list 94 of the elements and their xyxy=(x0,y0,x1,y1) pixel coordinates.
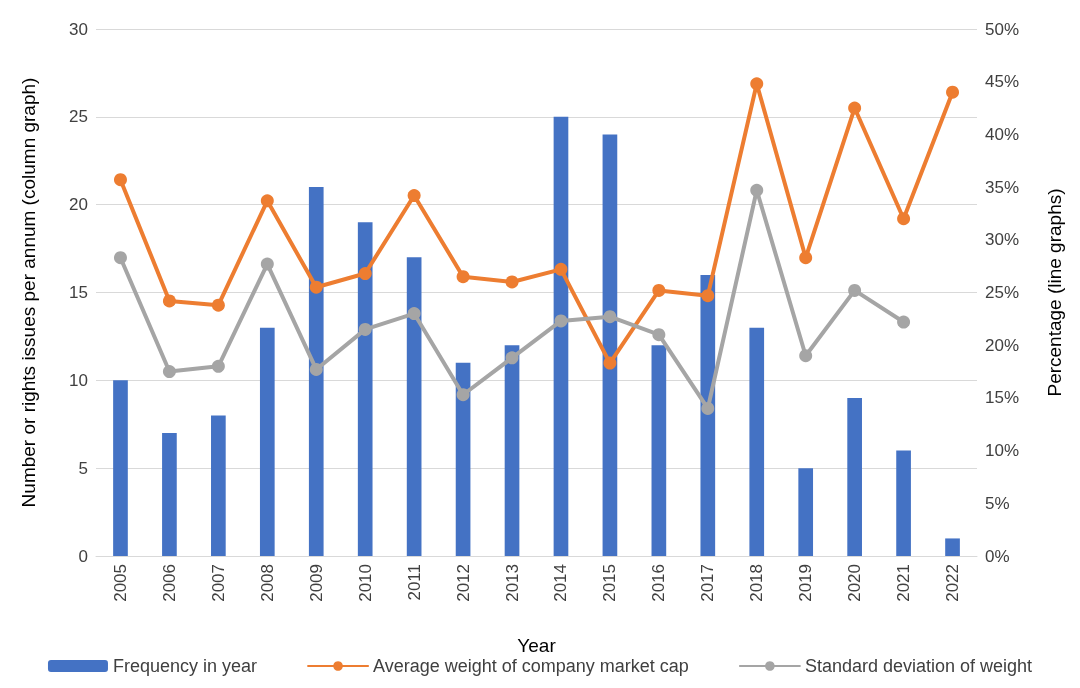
point xyxy=(799,251,813,265)
bar xyxy=(162,433,177,556)
x-tick-label: 2007 xyxy=(208,564,228,602)
y-tick-label: 10 xyxy=(69,370,88,390)
point xyxy=(211,359,225,373)
y2-axis-title: Percentage (line graphs) xyxy=(1044,188,1065,397)
y2-tick-label: 20% xyxy=(985,335,1020,355)
point xyxy=(456,388,470,402)
x-tick-label: 2011 xyxy=(404,564,424,601)
y2-tick-label: 10% xyxy=(985,441,1020,461)
y2-tick-label: 40% xyxy=(985,124,1020,144)
bar xyxy=(308,187,324,556)
point xyxy=(848,283,862,297)
bar xyxy=(896,450,911,556)
point xyxy=(113,173,127,187)
x-tick-label: 2006 xyxy=(159,564,179,602)
point xyxy=(309,362,323,376)
legend-label: Frequency in year xyxy=(112,656,258,676)
bar xyxy=(113,380,128,556)
point xyxy=(162,294,176,308)
bar xyxy=(847,397,862,556)
y2-tick-label: 15% xyxy=(985,388,1020,408)
point xyxy=(358,322,372,336)
x-tick-label: 2010 xyxy=(355,564,375,602)
point xyxy=(260,257,274,271)
x-tick-label: 2012 xyxy=(453,564,473,602)
point xyxy=(897,212,911,226)
point xyxy=(652,328,666,342)
point xyxy=(701,401,715,415)
point xyxy=(603,310,617,324)
point xyxy=(456,270,470,284)
y2-tick-label: 35% xyxy=(985,177,1020,197)
x-tick-label: 2021 xyxy=(894,564,914,602)
bar xyxy=(945,538,960,556)
bar xyxy=(357,222,373,556)
x-axis-title: Year xyxy=(517,635,557,656)
point xyxy=(407,307,421,321)
x-tick-label: 2008 xyxy=(257,564,277,602)
x-tick-label: 2005 xyxy=(110,564,130,602)
y2-tick-label: 5% xyxy=(985,493,1010,513)
x-tick-label: 2013 xyxy=(502,564,522,602)
y-tick-label: 0 xyxy=(78,546,88,566)
x-tick-label: 2019 xyxy=(796,564,816,602)
point xyxy=(750,77,764,91)
point xyxy=(554,314,568,328)
y-axis-title: Number or rights issues per annum (column graph) xyxy=(18,77,39,508)
point xyxy=(848,101,862,115)
x-tick-label: 2018 xyxy=(747,564,767,602)
point xyxy=(603,356,617,370)
point xyxy=(260,194,274,208)
point xyxy=(505,275,519,289)
x-tick-label: 2015 xyxy=(600,564,620,602)
y-tick-label: 5 xyxy=(78,458,88,478)
y-tick-label: 20 xyxy=(69,195,88,215)
point xyxy=(701,289,715,303)
point xyxy=(162,365,176,379)
bar xyxy=(602,134,618,556)
point xyxy=(799,349,813,363)
point xyxy=(946,85,960,99)
x-tick-label: 2022 xyxy=(943,564,963,602)
point xyxy=(554,262,568,276)
point xyxy=(358,267,372,281)
y2-tick-label: 0% xyxy=(985,546,1010,566)
bar xyxy=(749,327,765,556)
x-tick-label: 2009 xyxy=(306,564,326,602)
point xyxy=(897,315,911,329)
point xyxy=(505,351,519,365)
y2-tick-label: 25% xyxy=(985,283,1020,302)
point xyxy=(113,251,127,265)
bar xyxy=(406,257,422,556)
bar xyxy=(798,468,814,556)
point xyxy=(652,283,666,297)
point xyxy=(407,189,421,203)
x-tick-label: 2014 xyxy=(551,564,571,602)
legend-label: Standard deviation of weight xyxy=(804,656,1033,676)
y-tick-label: 30 xyxy=(69,19,88,39)
y2-tick-label: 45% xyxy=(985,72,1020,92)
point xyxy=(309,280,323,294)
y-tick-label: 25 xyxy=(69,107,88,127)
x-tick-label: 2016 xyxy=(649,564,669,602)
point xyxy=(750,183,764,197)
point xyxy=(211,298,225,312)
legend-label: Average weight of company market cap xyxy=(373,656,689,676)
bar xyxy=(259,327,275,556)
y-tick-label: 15 xyxy=(69,283,88,302)
y2-tick-label: 50% xyxy=(985,19,1020,39)
x-tick-label: 2017 xyxy=(698,564,718,602)
bar xyxy=(553,116,569,556)
bar xyxy=(455,362,471,556)
bar xyxy=(211,415,226,556)
y2-tick-label: 30% xyxy=(985,230,1020,250)
x-tick-label: 2020 xyxy=(845,564,865,602)
bar xyxy=(651,345,667,556)
bar xyxy=(504,345,520,556)
